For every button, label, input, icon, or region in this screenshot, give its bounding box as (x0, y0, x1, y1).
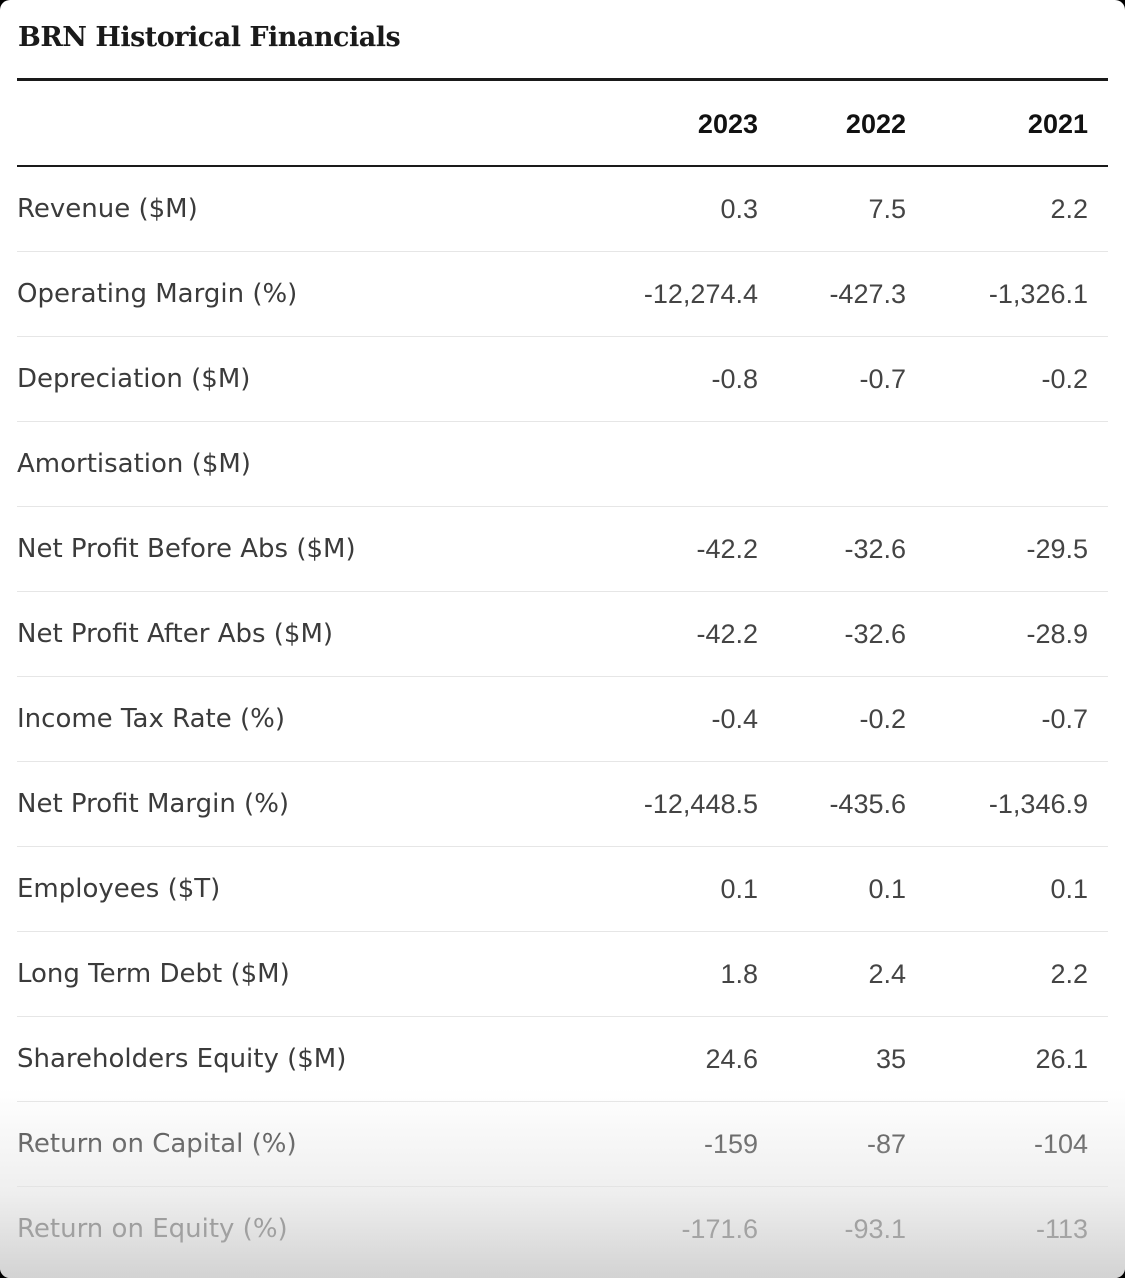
table-row: Amortisation ($M) (17, 422, 1108, 507)
table-row: Shareholders Equity ($M) 24.6 35 26.1 (17, 1017, 1108, 1102)
row-label: Net Profit Margin (%) (17, 789, 290, 819)
row-value-2022: -0.7 (859, 364, 906, 394)
row-value-2021: -29.5 (1026, 534, 1088, 564)
table-title: BRN Historical Financials (18, 22, 401, 53)
year-header-2: 2022 (845, 109, 906, 139)
row-label: Return on Equity (%) (17, 1214, 288, 1244)
row-value-2021: -28.9 (1026, 619, 1088, 649)
table-row: Net Profit After Abs ($M) -42.2 -32.6 -28.9 (17, 592, 1108, 677)
row-value-2023: 1.8 (720, 959, 758, 989)
row-value-2023: -12,274.4 (643, 279, 758, 309)
table-row: Long Term Debt ($M) 1.8 2.4 2.2 (17, 932, 1108, 1017)
row-value-2023: 0.3 (720, 194, 758, 224)
row-value-2023: -0.8 (711, 364, 758, 394)
row-label: Return on Capital (%) (17, 1129, 297, 1159)
row-value-2021: 2.2 (1050, 959, 1088, 989)
row-label: Net Profit Before Abs ($M) (17, 534, 356, 564)
row-value-2023: 0.1 (720, 874, 758, 904)
row-value-2022: -32.6 (844, 534, 906, 564)
row-value-2021: -113 (1035, 1214, 1088, 1244)
row-value-2023: -42.2 (696, 619, 758, 649)
row-value-2022: 7.5 (868, 194, 906, 224)
row-value-2022: -0.2 (859, 704, 906, 734)
row-value-2021: 0.1 (1050, 874, 1088, 904)
row-value-2022: 0.1 (868, 874, 906, 904)
row-label: Operating Margin (%) (17, 279, 298, 309)
row-value-2022: -32.6 (844, 619, 906, 649)
row-value-2023: 24.6 (705, 1044, 758, 1074)
year-header-1: 2023 (697, 109, 758, 139)
table-row: Depreciation ($M) -0.8 -0.7 -0.2 (17, 337, 1108, 422)
row-label: Income Tax Rate (%) (17, 704, 285, 734)
table-row: Return on Equity (%) -171.6 -93.1 -113 (17, 1187, 1108, 1271)
row-value-2021: -1,346.9 (988, 789, 1088, 819)
row-label: Employees ($T) (17, 874, 221, 904)
row-value-2022: -435.6 (829, 789, 906, 819)
table-row: Income Tax Rate (%) -0.4 -0.2 -0.7 (17, 677, 1108, 762)
row-value-2021: 2.2 (1050, 194, 1088, 224)
row-value-2022: 2.4 (868, 959, 906, 989)
row-value-2022: -427.3 (829, 279, 906, 309)
table-row: Net Profit Margin (%) -12,448.5 -435.6 -1,3… (17, 762, 1108, 847)
row-label: Shareholders Equity ($M) (17, 1044, 347, 1074)
row-value-2021: -0.7 (1041, 704, 1088, 734)
row-label: Revenue ($M) (17, 194, 198, 224)
table-row: Employees ($T) 0.1 0.1 0.1 (17, 847, 1108, 932)
table-row: Operating Margin (%) -12,274.4 -427.3 -1,32… (17, 252, 1108, 337)
row-label: Depreciation ($M) (17, 364, 251, 394)
row-label: Long Term Debt ($M) (17, 959, 290, 989)
row-label: Amortisation ($M) (17, 449, 251, 479)
row-value-2023: -12,448.5 (643, 789, 758, 819)
row-label: Net Profit After Abs ($M) (17, 619, 334, 649)
row-value-2023: -42.2 (696, 534, 758, 564)
table-row: Revenue ($M) 0.3 7.5 2.2 (17, 167, 1108, 252)
title-divider (17, 78, 1108, 81)
row-value-2021: 26.1 (1035, 1044, 1088, 1074)
table-header: 2023 2022 2021 (17, 81, 1108, 167)
row-value-2021: -0.2 (1041, 364, 1088, 394)
row-value-2023: -159 (703, 1129, 758, 1159)
row-value-2021: -104 (1033, 1129, 1088, 1159)
row-value-2022: -87 (866, 1129, 906, 1159)
table-row: Net Profit Before Abs ($M) -42.2 -32.6 -29.… (17, 507, 1108, 592)
table-body: Revenue ($M) 0.3 7.5 2.2 Operating Margin (%… (17, 167, 1108, 1271)
year-header-3: 2021 (1027, 109, 1088, 139)
row-value-2023: -0.4 (711, 704, 758, 734)
row-value-2022: -93.1 (844, 1214, 906, 1244)
row-value-2023: -171.6 (681, 1214, 758, 1244)
row-value-2021: -1,326.1 (988, 279, 1088, 309)
table-row: Return on Capital (%) -159 -87 -104 (17, 1102, 1108, 1187)
row-value-2022: 35 (875, 1044, 906, 1074)
